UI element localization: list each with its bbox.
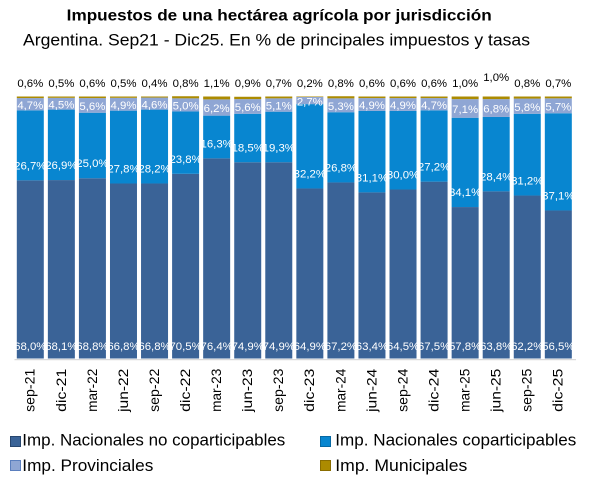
svg-text:64,9%: 64,9% (294, 341, 326, 353)
svg-text:5,1%: 5,1% (266, 101, 292, 113)
svg-text:5,8%: 5,8% (514, 102, 540, 114)
svg-text:Imp. Municipales: Imp. Municipales (335, 456, 467, 475)
svg-text:4,7%: 4,7% (17, 100, 43, 112)
svg-text:76,4%: 76,4% (201, 341, 233, 353)
svg-text:27,8%: 27,8% (107, 163, 139, 175)
svg-text:67,5%: 67,5% (418, 341, 450, 353)
svg-text:7,1%: 7,1% (452, 104, 478, 116)
svg-text:68,1%: 68,1% (45, 341, 77, 353)
svg-text:67,2%: 67,2% (325, 341, 357, 353)
svg-text:63,4%: 63,4% (356, 341, 388, 353)
svg-text:25,0%: 25,0% (76, 158, 108, 170)
svg-text:4,5%: 4,5% (48, 99, 74, 111)
svg-text:0,5%: 0,5% (110, 78, 136, 90)
svg-text:Imp. Provinciales: Imp. Provinciales (22, 456, 153, 475)
svg-text:sep-22: sep-22 (146, 369, 162, 412)
svg-text:19,3%: 19,3% (263, 142, 295, 154)
svg-text:57,8%: 57,8% (449, 341, 481, 353)
svg-text:0,4%: 0,4% (142, 78, 168, 90)
svg-text:27,2%: 27,2% (418, 162, 450, 174)
svg-text:0,7%: 0,7% (545, 78, 571, 90)
svg-text:74,9%: 74,9% (263, 341, 295, 353)
svg-text:31,1%: 31,1% (356, 172, 388, 184)
svg-text:56,5%: 56,5% (542, 341, 574, 353)
svg-text:6,2%: 6,2% (204, 103, 230, 115)
svg-text:jun-24: jun-24 (363, 369, 379, 413)
svg-text:jun-23: jun-23 (239, 369, 255, 413)
svg-text:63,8%: 63,8% (480, 341, 512, 353)
svg-text:0,8%: 0,8% (173, 78, 199, 90)
svg-text:4,9%: 4,9% (359, 100, 385, 112)
svg-text:dic-24: dic-24 (425, 369, 441, 412)
svg-text:34,1%: 34,1% (449, 187, 481, 199)
svg-text:1,0%: 1,0% (483, 72, 509, 84)
svg-text:dic-25: dic-25 (550, 369, 566, 412)
svg-text:26,7%: 26,7% (14, 160, 46, 172)
svg-text:32,2%: 32,2% (294, 168, 326, 180)
svg-text:4,9%: 4,9% (390, 100, 416, 112)
svg-text:Argentina. Sep21 - Dic25. En %: Argentina. Sep21 - Dic25. En % de princi… (23, 31, 530, 50)
svg-text:26,8%: 26,8% (325, 162, 357, 174)
svg-text:sep-25: sep-25 (519, 369, 535, 412)
svg-text:28,2%: 28,2% (138, 163, 170, 175)
svg-text:0,6%: 0,6% (17, 78, 43, 90)
svg-text:31,2%: 31,2% (511, 176, 543, 188)
svg-text:62,2%: 62,2% (511, 341, 543, 353)
svg-text:5,3%: 5,3% (328, 101, 354, 113)
svg-text:sep-24: sep-24 (394, 369, 410, 412)
svg-text:66,8%: 66,8% (138, 341, 170, 353)
svg-text:66,8%: 66,8% (107, 341, 139, 353)
svg-text:0,9%: 0,9% (235, 78, 261, 90)
svg-text:0,6%: 0,6% (390, 78, 416, 90)
svg-text:5,6%: 5,6% (79, 101, 105, 113)
svg-text:0,6%: 0,6% (359, 78, 385, 90)
svg-text:Imp. Nacionales no coparticipa: Imp. Nacionales no coparticipables (22, 431, 285, 450)
svg-text:sep-23: sep-23 (270, 369, 286, 412)
svg-text:0,8%: 0,8% (514, 78, 540, 90)
svg-text:1,1%: 1,1% (204, 78, 230, 90)
svg-text:1,0%: 1,0% (452, 78, 478, 90)
svg-text:mar-22: mar-22 (84, 369, 100, 412)
svg-text:23,8%: 23,8% (169, 154, 201, 166)
svg-text:jun-22: jun-22 (115, 369, 131, 413)
svg-text:37,1%: 37,1% (542, 190, 574, 202)
svg-text:dic-21: dic-21 (53, 369, 69, 412)
svg-text:0,5%: 0,5% (48, 78, 74, 90)
svg-text:0,8%: 0,8% (328, 78, 354, 90)
svg-text:Impuestos de una hectárea agrí: Impuestos de una hectárea agrícola por j… (67, 7, 492, 24)
svg-text:28,4%: 28,4% (480, 171, 512, 183)
svg-text:mar-24: mar-24 (332, 369, 348, 412)
svg-text:70,5%: 70,5% (169, 341, 201, 353)
svg-text:16,3%: 16,3% (201, 138, 233, 150)
svg-text:dic-23: dic-23 (301, 369, 317, 412)
svg-text:68,8%: 68,8% (76, 341, 108, 353)
svg-text:5,6%: 5,6% (235, 102, 261, 114)
svg-text:68,0%: 68,0% (14, 341, 46, 353)
svg-text:0,2%: 0,2% (297, 78, 323, 90)
svg-text:0,6%: 0,6% (421, 78, 447, 90)
svg-text:4,9%: 4,9% (110, 100, 136, 112)
svg-text:74,9%: 74,9% (232, 341, 264, 353)
svg-text:64,5%: 64,5% (387, 341, 419, 353)
svg-text:26,9%: 26,9% (45, 160, 77, 172)
svg-text:4,7%: 4,7% (421, 100, 447, 112)
svg-text:mar-23: mar-23 (208, 369, 224, 412)
svg-text:mar-25: mar-25 (457, 369, 473, 412)
svg-text:5,0%: 5,0% (173, 101, 199, 113)
svg-text:0,7%: 0,7% (266, 78, 292, 90)
svg-text:dic-22: dic-22 (177, 369, 193, 412)
svg-text:Imp. Nacionales coparticipable: Imp. Nacionales coparticipables (335, 431, 576, 450)
svg-text:18,5%: 18,5% (232, 142, 264, 154)
svg-text:4,6%: 4,6% (142, 99, 168, 111)
svg-text:6,8%: 6,8% (483, 104, 509, 116)
svg-text:0,6%: 0,6% (79, 78, 105, 90)
svg-text:30,0%: 30,0% (387, 170, 419, 182)
svg-text:5,7%: 5,7% (545, 102, 571, 114)
svg-text:sep-21: sep-21 (22, 369, 38, 412)
svg-text:2,7%: 2,7% (297, 96, 323, 108)
svg-text:jun-25: jun-25 (488, 369, 504, 413)
